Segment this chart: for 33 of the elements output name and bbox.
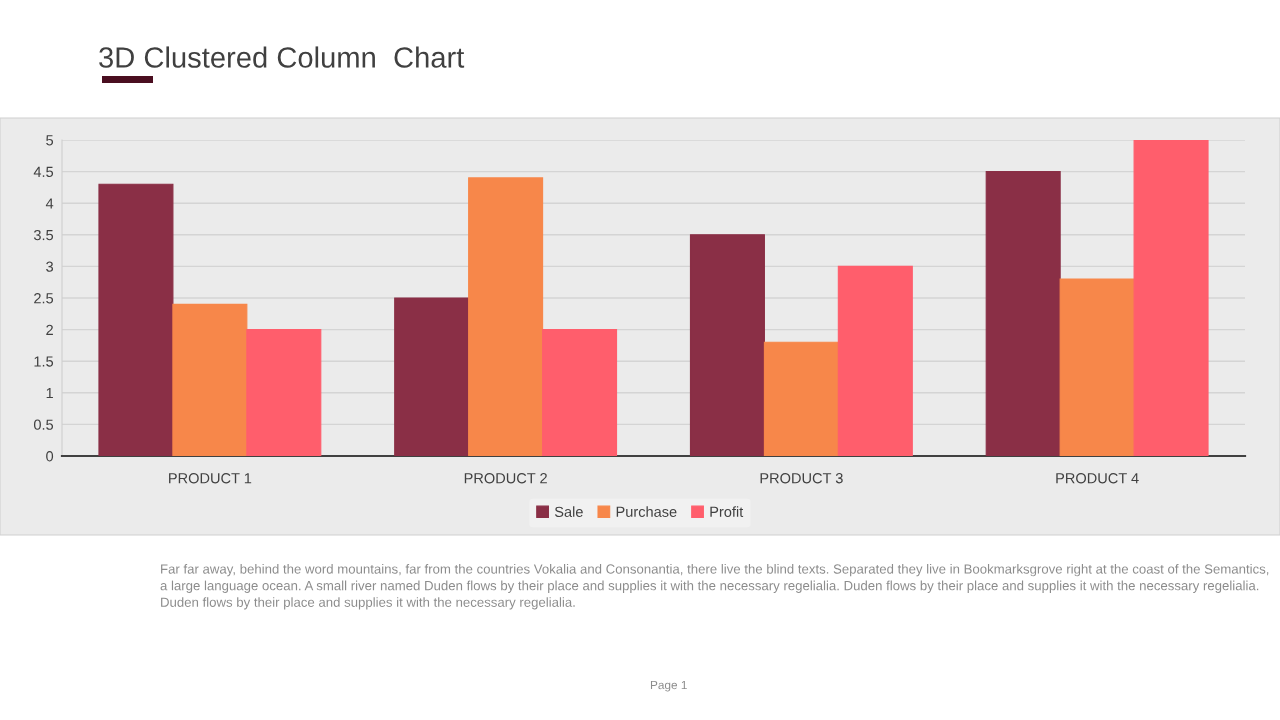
- y-tick-label: 4: [45, 198, 54, 209]
- bar: [985, 171, 1061, 456]
- y-tick-label: 4.5: [33, 166, 54, 178]
- x-tick-label: PRODUCT 3: [760, 473, 843, 484]
- x-tick-label: PRODUCT 4: [1056, 473, 1139, 484]
- y-tick-label: 0.5: [33, 419, 54, 430]
- bar: [172, 303, 248, 456]
- bar: [98, 183, 174, 456]
- text: Far far away, behind the word mountains, far from the countries Vokalia and Consonantia, there live the blind texts. Separated they live in Bookmarksgrove right at the coast of the Semantics, a large language ocean. A small river named Duden flows by their place and supplies it with the necessary regelialia. Duden flows by their place and supplies it with the necessary regelialia. Duden flows by their place and supplies it with the necessary regelialia.: [160, 564, 1269, 610]
- bar: [542, 329, 618, 456]
- bar: [468, 177, 544, 456]
- chart-title: 3D Clustered Column Chart: [99, 46, 465, 68]
- bar: [394, 297, 470, 456]
- y-tick-label: 0: [46, 451, 54, 462]
- bar: [763, 341, 839, 456]
- y-tick-label: 3: [46, 261, 54, 272]
- bar: [837, 265, 913, 456]
- y-tick-label: 5: [46, 135, 54, 146]
- y-tick-label: 1.5: [34, 356, 54, 367]
- y-tick-label: 3.5: [33, 229, 54, 241]
- legend-label: Profit: [710, 506, 744, 517]
- legend-label: Purchase: [616, 506, 677, 517]
- text: Page 1: [650, 680, 687, 692]
- x-tick-label: PRODUCT 1: [169, 473, 252, 484]
- bar: [246, 329, 322, 456]
- y-tick-label: 1: [46, 388, 53, 399]
- y-tick-label: 2.5: [34, 293, 54, 304]
- bar: [689, 234, 765, 456]
- y-tick-label: 2: [46, 324, 53, 335]
- x-tick-label: PRODUCT 2: [464, 473, 547, 484]
- bar: [1133, 140, 1209, 456]
- bar: [1059, 278, 1135, 456]
- legend-label: Sale: [554, 506, 583, 517]
